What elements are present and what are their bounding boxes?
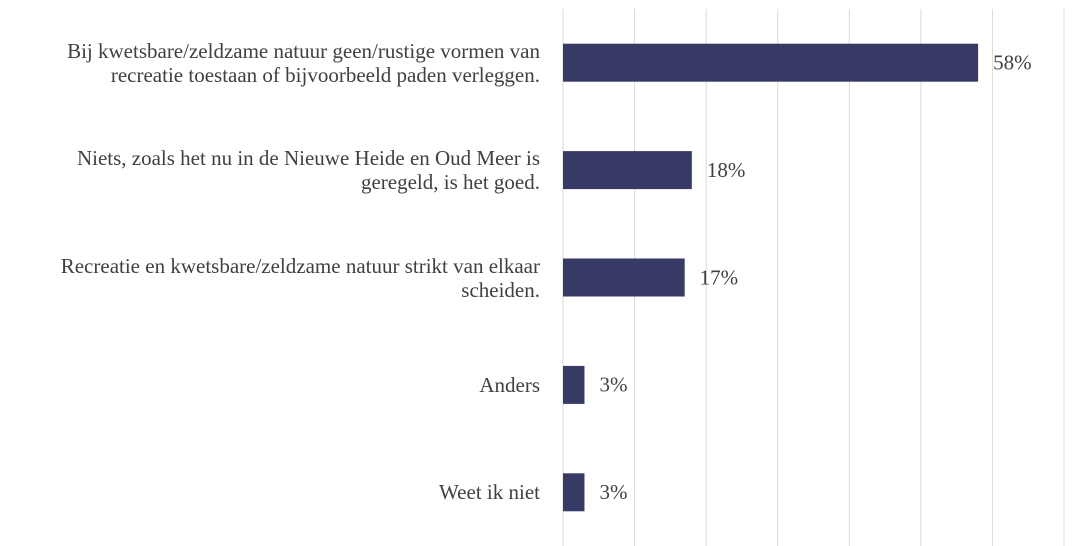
category-label: Niets, zoals het nu in de Nieuwe Heide e… (76, 146, 540, 195)
value-label: 3% (599, 480, 627, 504)
category-label: Weet ik niet (439, 480, 540, 505)
bar (563, 473, 585, 512)
bar (563, 258, 685, 297)
category-label: Anders (479, 372, 540, 397)
value-label: 58% (993, 51, 1032, 75)
category-label: Bij kwetsbare/zeldzame natuur geen/rusti… (67, 38, 540, 87)
bar (563, 151, 692, 190)
value-label: 3% (599, 373, 627, 397)
bar (563, 43, 979, 82)
value-label: 18% (707, 158, 746, 182)
value-label: 17% (700, 265, 739, 289)
category-label: Recreatie en kwetsbare/zeldzame natuur s… (60, 253, 540, 302)
bar (563, 365, 585, 404)
